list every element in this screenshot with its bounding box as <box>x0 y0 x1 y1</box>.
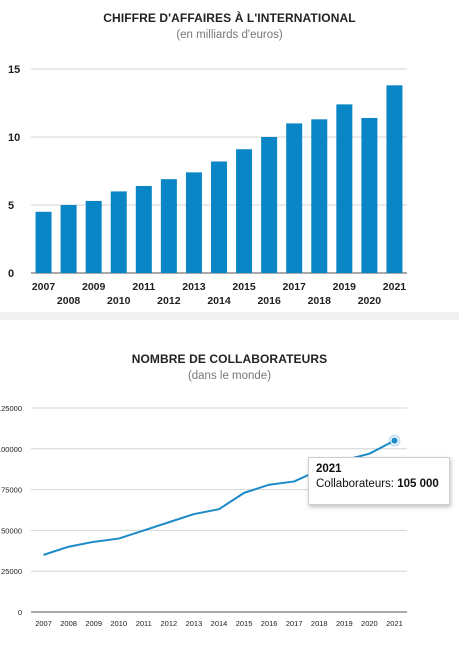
line-x-tick-label: 2008 <box>60 619 77 628</box>
bar <box>135 185 152 273</box>
line-y-tick-label: 25000 <box>1 567 22 576</box>
line-x-tick-label: 2012 <box>161 619 178 628</box>
bar-y-tick-label: 10 <box>8 132 20 144</box>
line-x-tick-label: 2021 <box>386 619 403 628</box>
bar-x-tick-label: 2017 <box>283 281 307 293</box>
tooltip-label: Collaborateurs: <box>316 478 394 490</box>
line-x-tick-label: 2010 <box>110 619 127 628</box>
bar <box>85 200 102 273</box>
bar <box>35 211 52 273</box>
bar <box>236 149 253 273</box>
bar <box>261 137 278 273</box>
line-x-tick-label: 2013 <box>186 619 203 628</box>
tooltip-value: 105 000 <box>397 478 439 490</box>
employees-chart-title: NOMBRE DE COLLABORATEURS <box>131 352 328 366</box>
line-y-tick-label: 100000 <box>0 445 22 454</box>
revenue-bar-chart: 0510152007200820092010201120122013201420… <box>8 64 407 307</box>
tooltip-year: 2021 <box>316 463 342 475</box>
bar <box>185 172 202 273</box>
bar-y-tick-label: 5 <box>8 200 14 212</box>
highlight-point <box>390 436 399 445</box>
line-x-tick-label: 2017 <box>286 619 303 628</box>
bar <box>60 205 77 273</box>
bar-x-tick-label: 2021 <box>383 281 407 293</box>
line-x-tick-label: 2007 <box>35 619 52 628</box>
bar-x-tick-label: 2018 <box>308 295 332 307</box>
line-chart-tooltip: 2021 Collaborateurs: 105 000 <box>308 457 450 505</box>
bar-x-tick-label: 2007 <box>32 281 56 293</box>
bar-x-tick-label: 2020 <box>358 295 382 307</box>
line-y-tick-label: 0 <box>18 608 22 617</box>
line-x-tick-label: 2011 <box>136 619 152 628</box>
bar <box>211 161 227 273</box>
bar-x-tick-label: 2008 <box>57 295 81 307</box>
bar-y-tick-label: 0 <box>8 268 14 280</box>
employees-chart-subtitle: (dans le monde) <box>187 370 272 382</box>
bar-y-tick-label: 15 <box>8 64 20 76</box>
bar-x-tick-label: 2009 <box>82 281 106 293</box>
line-y-tick-label: 75000 <box>1 486 22 495</box>
line-x-tick-label: 2020 <box>361 619 378 628</box>
line-x-tick-label: 2014 <box>211 619 228 628</box>
bar-x-tick-label: 2015 <box>232 281 256 293</box>
bar <box>160 179 177 273</box>
line-y-tick-label: 50000 <box>1 526 22 535</box>
line-x-tick-label: 2018 <box>311 619 328 628</box>
revenue-chart-subtitle: (en milliards d'euros) <box>176 29 283 41</box>
line-x-tick-label: 2019 <box>336 619 353 628</box>
line-x-tick-label: 2016 <box>261 619 278 628</box>
bar-x-tick-label: 2012 <box>157 295 181 307</box>
employees-line-chart: 0 25000 50000 75000 100000 125000 2007 2008 2009… <box>0 404 407 628</box>
line-x-tick-label: 2009 <box>85 619 102 628</box>
revenue-chart-title: CHIFFRE D'AFFAIRES À L'INTERNATIONAL <box>103 11 356 25</box>
bar-x-tick-label: 2014 <box>207 295 231 307</box>
bar <box>311 119 328 273</box>
revenue-chart-panel: CHIFFRE D'AFFAIRES À L'INTERNATIONAL (en… <box>0 0 459 312</box>
bar-x-tick-label: 2011 <box>132 281 155 293</box>
bar <box>361 117 378 274</box>
line-y-tick-label: 125000 <box>0 404 22 413</box>
bar-x-tick-label: 2013 <box>182 281 206 293</box>
line-x-tick-label: 2015 <box>236 619 253 628</box>
bar-x-tick-label: 2019 <box>333 281 357 293</box>
bar <box>336 104 353 273</box>
bar <box>286 123 303 274</box>
bar-x-tick-label: 2016 <box>257 295 281 307</box>
bar <box>110 191 127 273</box>
bar-x-tick-label: 2010 <box>107 295 131 307</box>
bar <box>386 85 403 273</box>
